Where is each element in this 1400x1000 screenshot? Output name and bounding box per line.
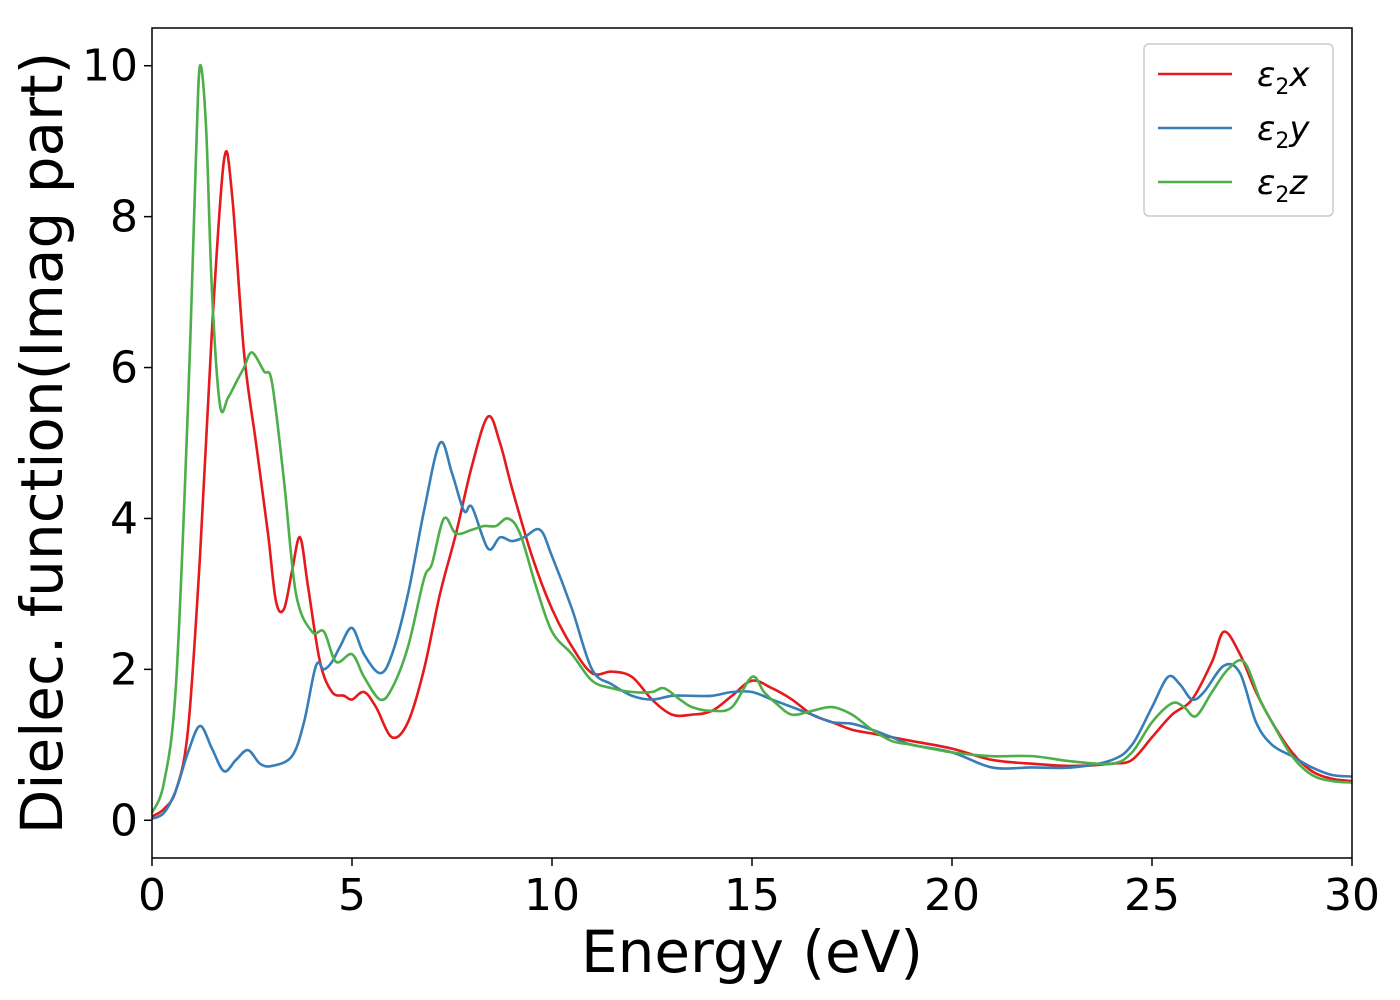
legend-label-x: ε2x: [1257, 55, 1310, 100]
y-tick-label: 10: [82, 41, 138, 92]
legend-frame: [1143, 43, 1334, 217]
x-axis-label: Energy (eV): [581, 918, 923, 986]
y-tick-label: 4: [110, 493, 138, 544]
x-tick-label: 0: [138, 870, 166, 921]
x-axis-ticks: 0 5 10 15 20 25 30: [138, 858, 1380, 921]
y-tick-label: 2: [110, 644, 138, 695]
y-tick-label: 8: [110, 192, 138, 243]
y-tick-label: 0: [110, 795, 138, 846]
series-line-y: [151, 440, 1353, 820]
legend: ε2x ε2y ε2z: [1143, 43, 1334, 217]
y-axis-ticks: 0 2 4 6 8 10: [82, 41, 152, 846]
x-tick-label: 25: [1124, 870, 1180, 921]
series-line-z: [150, 63, 1353, 814]
y-axis-label: Dielec. function(Imag part): [8, 52, 76, 835]
legend-label-z: ε2z: [1257, 163, 1308, 208]
x-tick-label: 15: [724, 870, 780, 921]
y-tick-label: 6: [110, 343, 138, 394]
series-layer: [150, 63, 1353, 820]
x-tick-label: 5: [338, 870, 366, 921]
x-tick-label: 30: [1324, 870, 1380, 921]
legend-label-y: ε2y: [1257, 109, 1310, 154]
series-line-x: [151, 150, 1353, 818]
x-tick-label: 20: [924, 870, 980, 921]
x-tick-label: 10: [524, 870, 580, 921]
